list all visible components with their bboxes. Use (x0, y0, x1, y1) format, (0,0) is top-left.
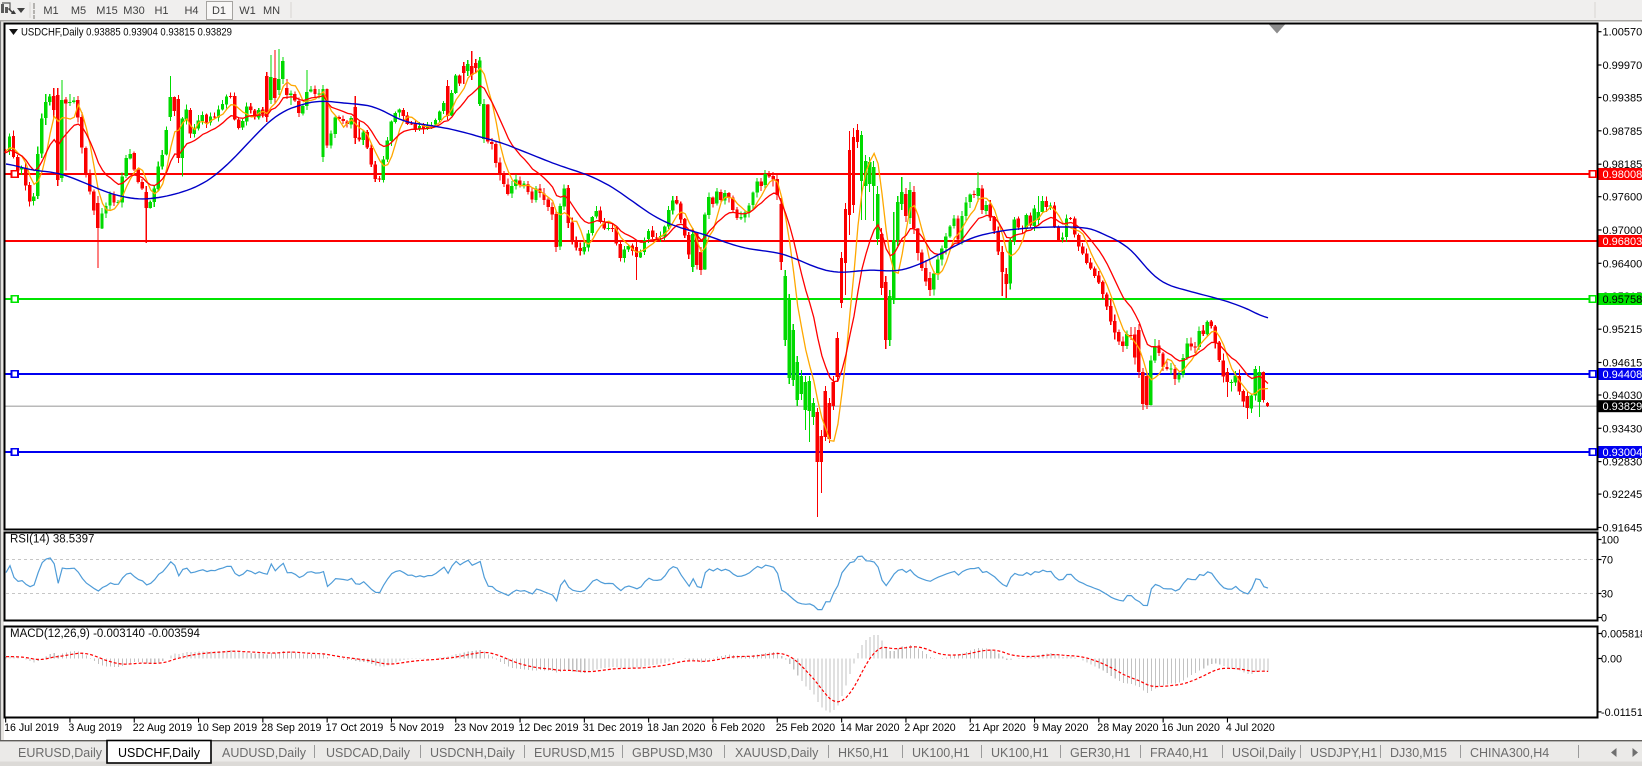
svg-text:USDJPY,H1: USDJPY,H1 (1310, 746, 1377, 760)
svg-text:USDCAD,Daily: USDCAD,Daily (326, 746, 411, 760)
svg-text:CHINA300,H4: CHINA300,H4 (1470, 746, 1549, 760)
svg-text:9 May 2020: 9 May 2020 (1033, 722, 1088, 734)
svg-text:30: 30 (1601, 589, 1613, 601)
svg-text:H4: H4 (184, 5, 198, 17)
svg-text:17 Oct 2019: 17 Oct 2019 (326, 722, 384, 734)
svg-text:18 Jan 2020: 18 Jan 2020 (647, 722, 705, 734)
svg-text:0.005818: 0.005818 (1601, 629, 1642, 641)
svg-text:14 Mar 2020: 14 Mar 2020 (840, 722, 900, 734)
svg-text:M5: M5 (71, 5, 86, 17)
svg-text:0.95215: 0.95215 (1603, 324, 1642, 336)
svg-text:0.98785: 0.98785 (1603, 126, 1642, 138)
svg-text:100: 100 (1601, 535, 1619, 547)
svg-text:H1: H1 (154, 5, 168, 17)
svg-text:0.91645: 0.91645 (1603, 523, 1642, 535)
svg-text:70: 70 (1601, 555, 1613, 567)
svg-text:FRA40,H1: FRA40,H1 (1150, 746, 1208, 760)
svg-text:3 Aug 2019: 3 Aug 2019 (68, 722, 122, 734)
svg-text:2 Apr 2020: 2 Apr 2020 (904, 722, 955, 734)
svg-text:0.93829: 0.93829 (1603, 401, 1642, 413)
svg-text:UK100,H1: UK100,H1 (912, 746, 970, 760)
svg-text:1.00570: 1.00570 (1603, 27, 1642, 39)
svg-text:0.94030: 0.94030 (1603, 390, 1642, 402)
svg-text:USDCHF,Daily: USDCHF,Daily (118, 746, 201, 760)
svg-text:EURUSD,M15: EURUSD,M15 (534, 746, 615, 760)
svg-text:M15: M15 (96, 5, 117, 17)
svg-text:12 Dec 2019: 12 Dec 2019 (519, 722, 579, 734)
svg-text:0.94408: 0.94408 (1603, 369, 1642, 381)
svg-text:0: 0 (1601, 613, 1607, 625)
svg-text:16 Jun 2020: 16 Jun 2020 (1162, 722, 1220, 734)
svg-text:0.99385: 0.99385 (1603, 93, 1642, 105)
svg-text:RSI(14) 38.5397: RSI(14) 38.5397 (10, 534, 94, 546)
svg-text:USOil,Daily: USOil,Daily (1232, 746, 1297, 760)
svg-text:-0.011514: -0.011514 (1601, 707, 1642, 719)
svg-text:31 Dec 2019: 31 Dec 2019 (583, 722, 643, 734)
svg-text:0.93004: 0.93004 (1603, 447, 1642, 459)
svg-text:AUDUSD,Daily: AUDUSD,Daily (222, 746, 307, 760)
svg-text:M30: M30 (123, 5, 144, 17)
svg-text:16 Jul 2019: 16 Jul 2019 (4, 722, 59, 734)
svg-text:28 Sep 2019: 28 Sep 2019 (261, 722, 321, 734)
svg-text:0.92830: 0.92830 (1603, 457, 1642, 469)
svg-text:21 Apr 2020: 21 Apr 2020 (969, 722, 1026, 734)
svg-text:0.95758: 0.95758 (1603, 294, 1642, 306)
svg-text:GBPUSD,M30: GBPUSD,M30 (632, 746, 713, 760)
svg-text:28 May 2020: 28 May 2020 (1097, 722, 1158, 734)
svg-text:DJ30,M15: DJ30,M15 (1390, 746, 1447, 760)
svg-text:0.99970: 0.99970 (1603, 60, 1642, 72)
svg-text:HK50,H1: HK50,H1 (838, 746, 889, 760)
svg-text:0.00: 0.00 (1601, 654, 1622, 666)
svg-text:UK100,H1: UK100,H1 (991, 746, 1049, 760)
svg-text:USDCNH,Daily: USDCNH,Daily (430, 746, 515, 760)
svg-text:10 Sep 2019: 10 Sep 2019 (197, 722, 257, 734)
svg-text:0.97000: 0.97000 (1603, 225, 1642, 237)
svg-text:MACD(12,26,9) -0.003140 -0.003: MACD(12,26,9) -0.003140 -0.003594 (10, 628, 200, 640)
svg-text:USDCHF,Daily 0.93885 0.93904: USDCHF,Daily 0.93885 0.93904 0.93815 0.9… (21, 27, 232, 39)
svg-text:D1: D1 (212, 5, 226, 17)
svg-text:22 Aug 2019: 22 Aug 2019 (133, 722, 193, 734)
svg-text:0.98008: 0.98008 (1603, 169, 1642, 181)
svg-text:0.97600: 0.97600 (1603, 192, 1642, 204)
svg-text:GER30,H1: GER30,H1 (1070, 746, 1130, 760)
svg-text:23 Nov 2019: 23 Nov 2019 (454, 722, 514, 734)
svg-text:6 Feb 2020: 6 Feb 2020 (711, 722, 765, 734)
svg-text:25 Feb 2020: 25 Feb 2020 (776, 722, 836, 734)
svg-text:0.96400: 0.96400 (1603, 258, 1642, 270)
svg-text:5 Nov 2019: 5 Nov 2019 (390, 722, 444, 734)
svg-text:4 Jul 2020: 4 Jul 2020 (1226, 722, 1275, 734)
svg-text:0.96803: 0.96803 (1603, 236, 1642, 248)
svg-text:0.92245: 0.92245 (1603, 489, 1642, 501)
svg-text:MN: MN (263, 5, 280, 17)
svg-text:EURUSD,Daily: EURUSD,Daily (18, 746, 103, 760)
svg-text:W1: W1 (239, 5, 256, 17)
svg-text:M1: M1 (43, 5, 58, 17)
svg-text:0.94615: 0.94615 (1603, 358, 1642, 370)
svg-text:XAUUSD,Daily: XAUUSD,Daily (735, 746, 819, 760)
svg-text:0.93430: 0.93430 (1603, 423, 1642, 435)
